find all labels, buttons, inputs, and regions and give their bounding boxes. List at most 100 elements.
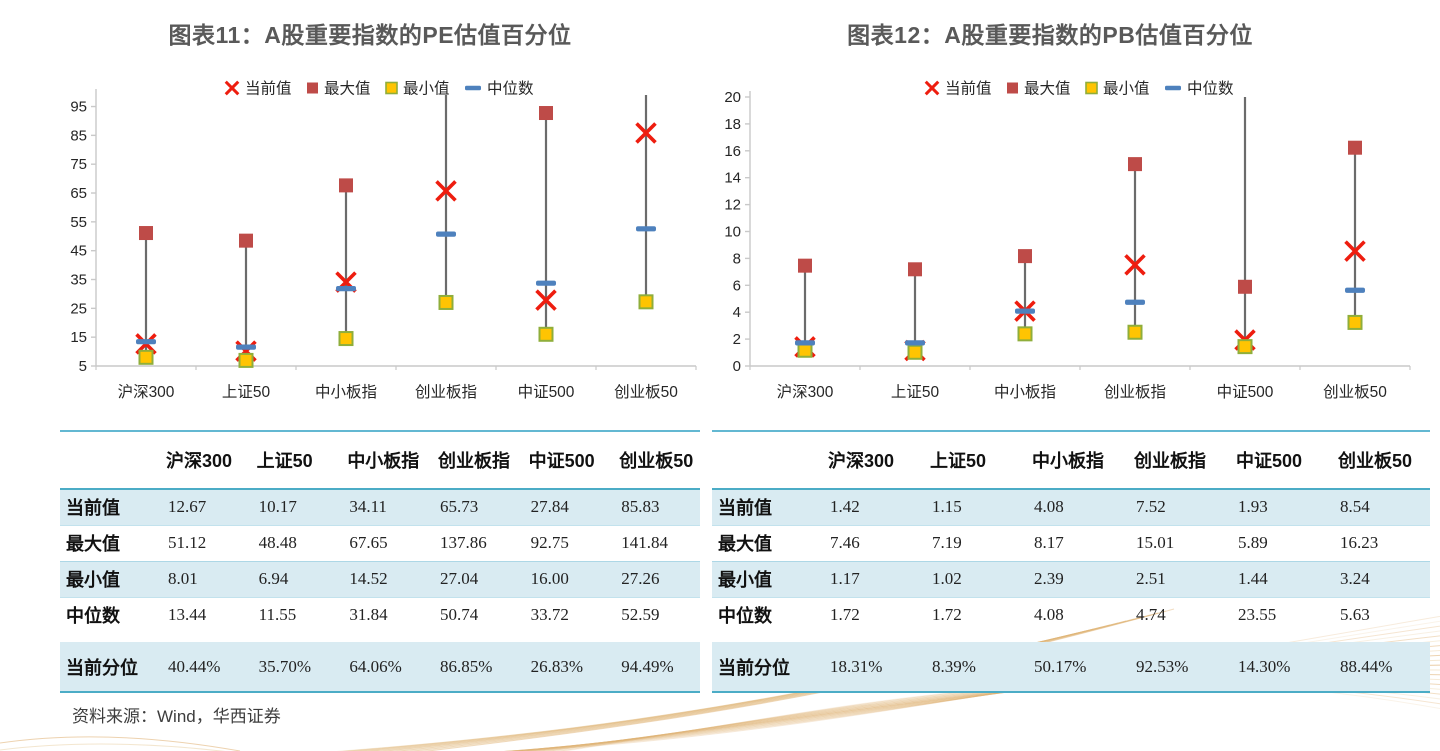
y-tick-label: 75 xyxy=(70,156,87,173)
y-tick-label: 12 xyxy=(724,197,741,214)
max-marker xyxy=(798,258,812,273)
table-cell: 1.72 xyxy=(932,605,962,625)
max-marker xyxy=(239,233,253,248)
table-cell: 1.72 xyxy=(830,605,860,625)
table-row-最小值: 最小值 8.01 6.94 14.52 27.04 16.00 27.26 xyxy=(60,561,700,597)
table-cell: 2.51 xyxy=(1136,569,1166,588)
y-tick-label: 10 xyxy=(724,224,741,241)
max-marker xyxy=(539,106,553,121)
row-label: 最大值 xyxy=(718,534,772,554)
legend-label: 最大值 xyxy=(1024,80,1071,98)
table-cell: 48.48 xyxy=(258,533,297,552)
x-category-label: 中小板指 xyxy=(994,383,1056,401)
max-marker xyxy=(1018,249,1032,264)
y-tick-label: 16 xyxy=(724,143,741,160)
legend-label: 当前值 xyxy=(945,80,992,98)
table-row-最大值: 最大值 51.12 48.48 67.65 137.86 92.75 141.84 xyxy=(60,525,700,561)
x-category-label: 创业板50 xyxy=(614,383,678,401)
min-marker xyxy=(138,349,154,365)
table-cell: 52.59 xyxy=(621,605,660,625)
table-cell: 50.74 xyxy=(439,605,479,625)
y-tick-label: 2 xyxy=(733,331,741,348)
row-spacer xyxy=(60,633,700,642)
table-cell: 5.63 xyxy=(1340,605,1370,625)
table-cell: 86.85% xyxy=(439,656,493,676)
table-cell: 92.53% xyxy=(1136,656,1189,676)
table-row-中位数: 中位数 1.72 1.72 4.08 4.74 23.55 5.63 xyxy=(712,597,1430,633)
table-cell: 10.17 xyxy=(258,497,297,517)
legend-item-min: 最小值 xyxy=(1085,80,1150,98)
category-series-沪深300: 沪深300 xyxy=(777,258,834,401)
x-category-label: 沪深300 xyxy=(118,383,175,401)
corner-cell xyxy=(712,431,818,490)
min-marker xyxy=(538,326,554,342)
legend-item-min: 最小值 xyxy=(385,80,450,98)
table-cell: 8.01 xyxy=(168,569,198,588)
max-marker xyxy=(1348,140,1362,155)
table-cell: 1.15 xyxy=(932,497,962,517)
table-cell: 18.31% xyxy=(830,656,883,676)
legend-item-current: 当前值 xyxy=(224,80,292,98)
x-category-label: 创业板指 xyxy=(1104,383,1166,401)
legend-item-median: 中位数 xyxy=(465,80,534,98)
table-cell: 85.83 xyxy=(621,497,660,517)
max-marker xyxy=(339,178,353,193)
y-tick-label: 4 xyxy=(733,304,741,321)
table-cell: 8.17 xyxy=(1034,533,1064,552)
column-header: 沪深300 xyxy=(156,431,247,490)
y-tick-label: 20 xyxy=(724,89,741,106)
current-marker xyxy=(1124,254,1146,276)
median-marker xyxy=(795,340,815,346)
max-square-icon xyxy=(307,82,318,94)
legend-label: 最小值 xyxy=(1103,80,1150,98)
table-cell: 33.72 xyxy=(530,605,569,625)
min-marker xyxy=(1237,339,1253,355)
table-row-当前值: 当前值 1.42 1.15 4.08 7.52 1.93 8.54 xyxy=(712,489,1430,525)
table-cell: 14.52 xyxy=(349,569,388,588)
table-cell: 4.74 xyxy=(1136,605,1166,625)
row-spacer xyxy=(712,633,1430,642)
table-cell: 6.94 xyxy=(258,569,289,588)
table-row-当前分位: 当前分位 40.44% 35.70% 64.06% 86.85% 26.83% 94.49% xyxy=(60,642,700,692)
current-marker xyxy=(535,289,557,311)
table-cell: 35.70% xyxy=(258,656,312,676)
y-tick-label: 65 xyxy=(70,185,87,202)
table-row-当前值: 当前值 12.67 10.17 34.11 65.73 27.84 85.83 xyxy=(60,489,700,525)
min-marker xyxy=(238,352,254,368)
table-cell: 94.49% xyxy=(621,656,674,676)
x-category-label: 中证500 xyxy=(1217,383,1274,401)
table-cell: 15.01 xyxy=(1136,533,1175,552)
x-category-label: 创业板50 xyxy=(1323,383,1387,401)
table-cell: 88.44% xyxy=(1340,656,1393,676)
table-pb: 沪深300 上证50 中小板指 创业板指 中证500 创业板50 当前值 1.42 1.15 4.… xyxy=(712,430,1430,693)
table-cell: 141.84 xyxy=(621,533,669,552)
row-label: 中位数 xyxy=(718,606,772,627)
category-series-上证50: 上证50 xyxy=(222,233,270,401)
table-row-最小值: 最小值 1.17 1.02 2.39 2.51 1.44 3.24 xyxy=(712,561,1430,597)
median-marker xyxy=(636,226,656,232)
median-marker xyxy=(136,339,156,345)
table-cell: 1.17 xyxy=(830,569,860,588)
y-tick-label: 35 xyxy=(70,272,87,289)
table-cell: 1.42 xyxy=(830,497,860,517)
category-series-沪深300: 沪深300 xyxy=(118,226,175,401)
header-row: 沪深300 上证50 中小板指 创业板指 中证500 创业板50 xyxy=(60,431,700,490)
row-label: 当前分位 xyxy=(66,657,138,678)
table-cell: 13.44 xyxy=(168,605,207,625)
max-square-icon xyxy=(1007,82,1018,94)
table-cell: 26.83% xyxy=(530,656,584,676)
table-cell: 1.93 xyxy=(1238,497,1268,517)
table-cell: 51.12 xyxy=(168,533,207,552)
y-tick-label: 14 xyxy=(724,170,741,187)
column-header: 创业板50 xyxy=(1328,431,1430,490)
row-label: 当前分位 xyxy=(718,657,790,678)
table-row-中位数: 中位数 13.44 11.55 31.84 50.74 33.72 52.59 xyxy=(60,597,700,633)
column-header: 创业板50 xyxy=(609,431,700,490)
table-cell: 40.44% xyxy=(168,656,221,676)
y-tick-label: 45 xyxy=(70,243,87,260)
max-marker xyxy=(908,262,922,277)
legend-label: 当前值 xyxy=(245,80,292,98)
current-x-icon xyxy=(924,80,940,96)
category-series-上证50: 上证50 xyxy=(891,262,939,401)
